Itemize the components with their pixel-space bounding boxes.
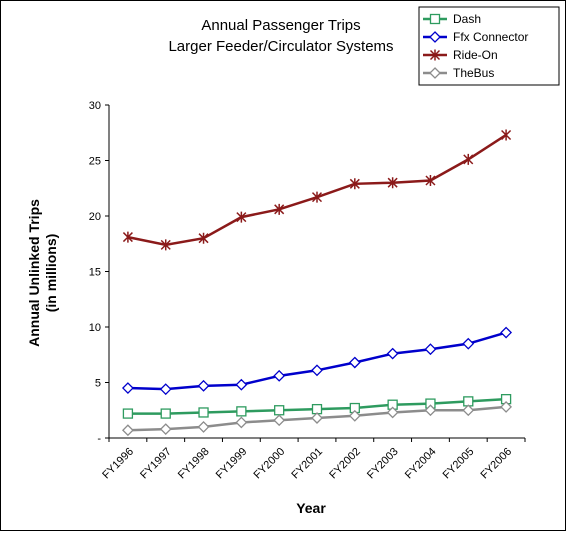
data-point bbox=[463, 153, 474, 165]
x-tick-label: FY2004 bbox=[403, 446, 439, 482]
data-point bbox=[159, 423, 172, 436]
data-point bbox=[424, 404, 437, 417]
y-tick-label: 25 bbox=[89, 156, 101, 168]
x-tick-label: FY2003 bbox=[365, 446, 401, 482]
data-point bbox=[429, 67, 441, 79]
legend-item: TheBus bbox=[423, 66, 494, 80]
data-point bbox=[501, 129, 512, 141]
x-tick-label: FY1997 bbox=[138, 446, 174, 482]
data-point bbox=[500, 326, 513, 339]
legend: Dash Ffx Connector Ride-On TheBus bbox=[418, 6, 560, 86]
data-point bbox=[160, 408, 171, 419]
data-point bbox=[462, 337, 475, 350]
data-point bbox=[121, 382, 134, 394]
x-tick-label: FY2001 bbox=[289, 446, 325, 482]
y-axis-label: Annual Unlinked Trips bbox=[26, 199, 42, 347]
x-axis-label: Year bbox=[296, 500, 326, 516]
legend-label: Ride-On bbox=[453, 48, 498, 62]
x-tick-label: FY2002 bbox=[327, 446, 363, 482]
data-point bbox=[273, 369, 286, 382]
data-point bbox=[311, 191, 323, 203]
data-point bbox=[429, 13, 441, 25]
data-point bbox=[274, 405, 285, 416]
series-line bbox=[127, 133, 507, 247]
data-point bbox=[462, 404, 475, 417]
x-tick-label: FY2006 bbox=[478, 446, 514, 482]
series-ride-on bbox=[122, 129, 512, 251]
data-point bbox=[500, 401, 513, 413]
data-point bbox=[425, 174, 436, 186]
data-point bbox=[386, 406, 399, 419]
data-point bbox=[122, 408, 134, 419]
data-point bbox=[429, 31, 441, 43]
x-tick-label: FY1999 bbox=[214, 446, 250, 482]
legend-item: Ride-On bbox=[423, 48, 498, 62]
data-point bbox=[348, 409, 361, 422]
data-point bbox=[274, 203, 285, 215]
y-tick-label: 5 bbox=[95, 378, 101, 390]
data-point bbox=[387, 177, 398, 189]
legend-label: Ffx Connector bbox=[453, 30, 528, 44]
x-tick-label: FY2000 bbox=[252, 446, 288, 482]
y-tick-label: - bbox=[97, 433, 101, 445]
y-tick-label: 15 bbox=[89, 267, 101, 279]
data-point bbox=[197, 379, 210, 392]
x-tick-label: FY1996 bbox=[100, 446, 136, 482]
data-point bbox=[235, 416, 248, 429]
legend-item: Dash bbox=[423, 12, 481, 26]
data-point bbox=[236, 211, 247, 223]
data-point bbox=[235, 378, 248, 391]
data-point bbox=[273, 414, 286, 427]
series-ffx-connector bbox=[121, 326, 513, 396]
y-axis-title: Annual Unlinked Trips (in millions) bbox=[26, 199, 59, 347]
data-point bbox=[197, 420, 210, 433]
data-point bbox=[311, 412, 323, 424]
data-point bbox=[386, 347, 399, 360]
data-point bbox=[122, 231, 133, 243]
legend-item: Ffx Connector bbox=[423, 30, 528, 44]
series-layer bbox=[121, 129, 513, 437]
data-point bbox=[424, 343, 437, 356]
data-point bbox=[160, 239, 171, 251]
data-point bbox=[236, 406, 247, 417]
data-point bbox=[121, 424, 134, 437]
y-tick-label: 30 bbox=[89, 100, 101, 112]
series-thebus bbox=[121, 401, 513, 437]
data-point bbox=[429, 49, 441, 61]
data-point bbox=[349, 178, 360, 190]
data-point bbox=[348, 356, 361, 369]
legend-label: Dash bbox=[453, 12, 481, 26]
data-point bbox=[198, 232, 209, 244]
chart-title: Annual Passenger Trips bbox=[201, 17, 360, 34]
chart-subtitle: Larger Feeder/Circulator Systems bbox=[168, 38, 393, 55]
data-point bbox=[198, 407, 209, 418]
legend-label: TheBus bbox=[453, 66, 494, 80]
data-point bbox=[159, 383, 172, 396]
y-tick-label: 10 bbox=[89, 322, 101, 334]
y-axis-sublabel: (in millions) bbox=[43, 234, 59, 313]
data-point bbox=[311, 364, 323, 377]
x-tick-label: FY1998 bbox=[176, 446, 212, 482]
x-tick-label: FY2005 bbox=[441, 446, 477, 482]
series-line bbox=[127, 331, 507, 391]
y-tick-label: 20 bbox=[89, 211, 101, 223]
series-dash bbox=[122, 393, 512, 419]
